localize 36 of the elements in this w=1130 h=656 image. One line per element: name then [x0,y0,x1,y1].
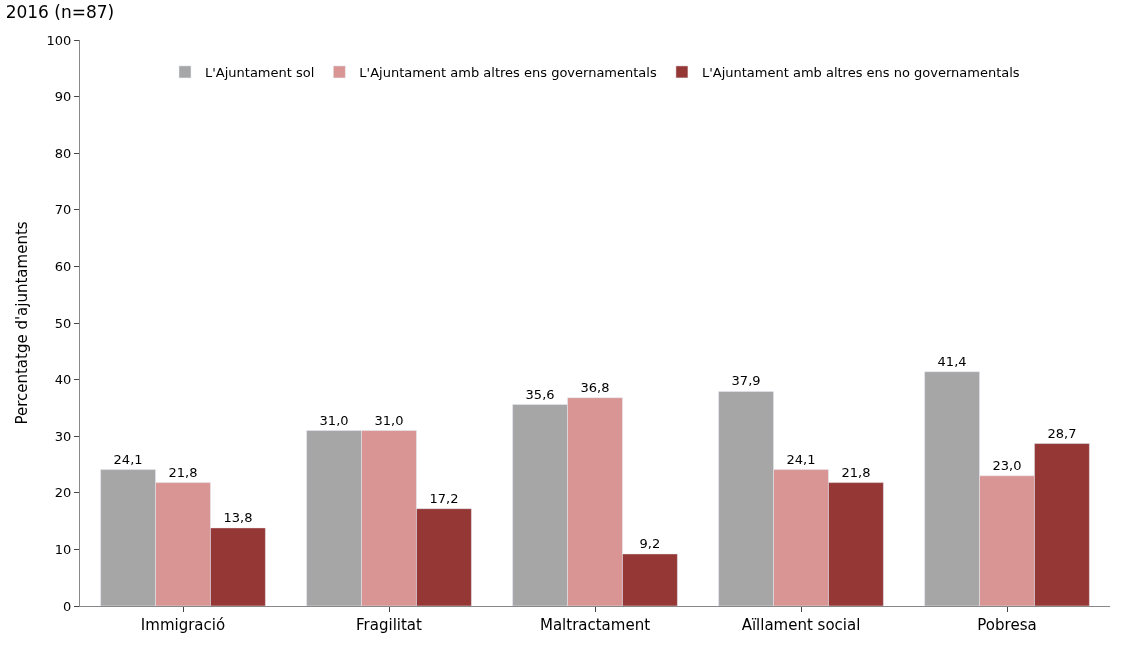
x-tick-label: Maltractament [539,616,651,634]
data-label: 24,1 [113,451,143,467]
data-label: 35,6 [525,386,555,402]
x-tick-label: Pobresa [977,616,1037,634]
data-label: 28,7 [1047,425,1077,441]
y-axis-title: Percentatge d'ajuntaments [12,221,31,425]
y-tick-label: 100 [46,32,72,48]
x-tick-label: Fragilitat [356,616,423,634]
data-label: 21,8 [841,464,871,480]
data-label: 24,1 [786,451,816,467]
legend-label: L'Ajuntament sol [205,65,315,80]
data-label: 13,8 [223,509,253,525]
y-tick-label: 20 [54,485,72,501]
data-label: 23,0 [992,457,1022,473]
x-tick-label: Immigració [140,616,226,634]
legend-label: L'Ajuntament amb altres ens no governamentals [701,65,1020,80]
data-label: 37,9 [731,373,761,389]
y-tick-label: 10 [54,541,72,557]
y-tick-label: 40 [54,372,72,388]
data-label: 36,8 [580,379,610,395]
data-label: 31,0 [374,412,404,428]
y-tick-label: 80 [54,145,72,161]
data-label: 41,4 [937,353,967,369]
chart-title: 2016 (n=87) [5,2,115,23]
y-tick-label: 70 [54,202,72,218]
x-tick-label: Aïllament social [741,616,861,634]
data-label: 21,8 [168,464,198,480]
data-label: 9,2 [639,535,661,551]
legend-label: L'Ajuntament amb altres ens governamentals [359,65,657,80]
data-label: 31,0 [319,412,349,428]
y-tick-label: 30 [54,428,72,444]
data-label: 17,2 [429,490,459,506]
y-tick-label: 90 [54,89,72,105]
y-tick-label: 50 [54,315,72,331]
y-tick-label: 60 [54,258,72,274]
y-tick-label: 0 [63,598,72,614]
